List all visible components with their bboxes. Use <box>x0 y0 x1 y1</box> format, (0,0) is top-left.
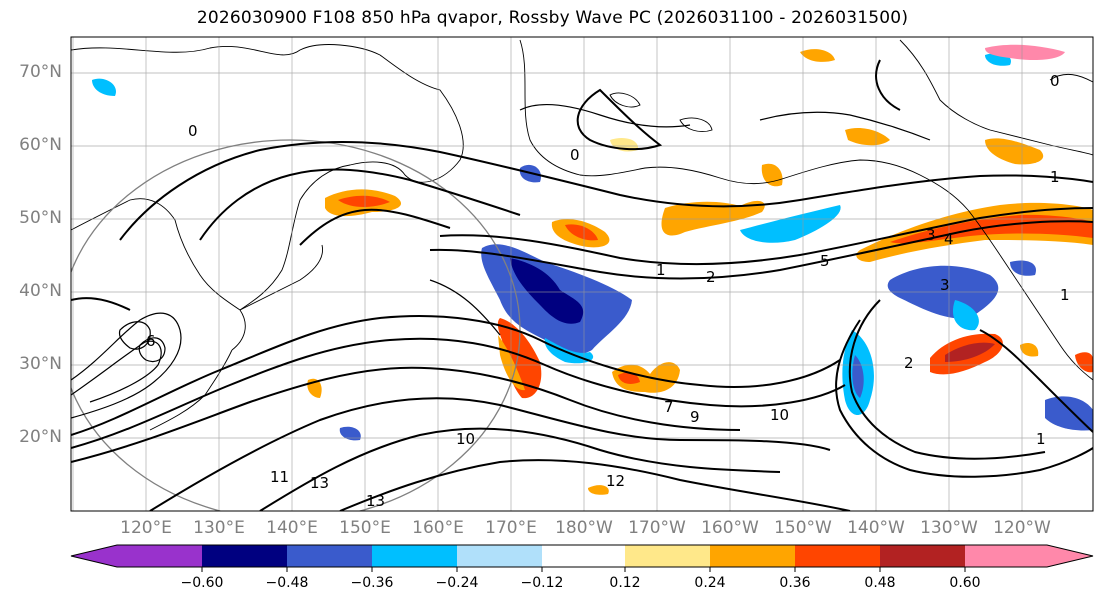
lon-label: 160°E <box>412 518 464 538</box>
chart-title: 2026030900 F108 850 hPa qvapor, Rossby W… <box>196 8 909 28</box>
contour-lines-thin <box>71 103 931 419</box>
negative-anomaly-east-edge <box>952 300 979 331</box>
positive-anomaly-north <box>800 49 835 62</box>
positive-anomaly-east30-core <box>945 342 995 362</box>
colorbar-bin <box>117 545 202 567</box>
colorbar-tick-label: 0.12 <box>609 575 641 591</box>
contour-label: 10 <box>456 430 475 448</box>
colorbar-over <box>1047 545 1093 567</box>
lat-label: 60°N <box>19 135 62 155</box>
colorbar-tick-label: 0.48 <box>864 575 896 591</box>
colorbar <box>70 544 1094 572</box>
contour-lines <box>71 59 1093 511</box>
colorbar-bin <box>965 545 1047 567</box>
contour-label: 2 <box>706 268 716 286</box>
colorbar-bin <box>880 545 965 567</box>
colorbar-tick-label: −0.12 <box>520 575 564 591</box>
contour-label: 3 <box>940 276 950 294</box>
colorbar-bin <box>372 545 457 567</box>
colorbar-bin <box>457 545 542 567</box>
colorbar-bin <box>542 545 625 567</box>
negative-anomaly-pacific <box>740 205 841 243</box>
contour-label: 7 <box>664 398 674 416</box>
colorbar-tick-label: −0.60 <box>180 575 224 591</box>
lon-label: 120°W <box>993 518 1051 538</box>
lat-label: 30°N <box>19 354 62 374</box>
positive-anomaly-gulf2 <box>845 128 890 146</box>
lat-label: 40°N <box>19 281 62 301</box>
colorbar-tick-label: −0.36 <box>350 575 394 591</box>
contour-label: 4 <box>944 230 954 248</box>
contour-label: 13 <box>366 492 385 510</box>
negative-anomaly-south-core <box>852 355 864 398</box>
contour-label: 5 <box>820 252 830 270</box>
contour-label: 13 <box>310 474 329 492</box>
contour-label: 12 <box>606 472 625 490</box>
colorbar-outline <box>70 544 1094 568</box>
positive-anomaly-midpac <box>661 200 765 236</box>
contour-label: 1 <box>656 261 666 279</box>
contour-label: 0 <box>188 122 198 140</box>
contour-label-group: 0 0 0 1 1 1 2 2 3 3 4 5 6 7 9 10 10 11 1… <box>146 72 1070 510</box>
contour-label: 1 <box>1036 430 1046 448</box>
contour-label: 2 <box>904 354 914 372</box>
lon-label: 130°W <box>920 518 978 538</box>
positive-anomaly-ne <box>985 44 1065 60</box>
negative-anomaly-nw <box>92 78 116 96</box>
positive-anomaly-590 <box>588 485 609 495</box>
positive-anomaly-1080 <box>1075 352 1093 373</box>
colorbar-bin <box>625 545 710 567</box>
lon-label: 120°E <box>120 518 172 538</box>
contour-label: 3 <box>926 226 936 244</box>
contour-label: 1 <box>1060 286 1070 304</box>
colorbar-bin <box>710 545 795 567</box>
colorbar-bin <box>287 545 372 567</box>
lon-label: 160°W <box>701 518 759 538</box>
positive-anomaly-bering-core <box>565 224 598 241</box>
map-frame <box>70 36 1094 512</box>
lon-label: 140°W <box>847 518 905 538</box>
lon-label: 170°E <box>485 518 537 538</box>
lon-label: 170°W <box>628 518 686 538</box>
contour-label: 10 <box>770 406 789 424</box>
colorbar-under <box>71 545 117 567</box>
lon-label: 140°E <box>266 518 318 538</box>
colorbar-tick-label: −0.24 <box>435 575 479 591</box>
positive-anomaly-1000r <box>1020 343 1039 357</box>
positive-anomaly-subtrop-core <box>618 372 640 384</box>
negative-anomaly-japan <box>339 426 361 441</box>
colorbar-tick-label: 0.24 <box>694 575 726 591</box>
graticule <box>71 37 1093 511</box>
lat-label: 50°N <box>19 208 62 228</box>
wave-packet-circle <box>71 139 521 511</box>
contour-label: 0 <box>1050 72 1060 90</box>
lat-label: 20°N <box>19 427 62 447</box>
contour-label: 0 <box>570 146 580 164</box>
lat-label: 70°N <box>19 62 62 82</box>
negative-anomaly-se <box>1045 396 1093 431</box>
lon-label: 150°E <box>339 518 391 538</box>
contour-label: 9 <box>690 408 700 426</box>
negative-anomaly-core <box>510 258 584 324</box>
colorbar-tick-label: 0.36 <box>779 575 811 591</box>
positive-anomaly-gulf <box>985 138 1044 165</box>
contour-label: 11 <box>270 468 289 486</box>
colorbar-tick-label: −0.48 <box>265 575 309 591</box>
colorbar-tick-label: 0.60 <box>949 575 981 591</box>
negative-anomaly-1035 <box>1010 260 1036 276</box>
lon-label: 180°W <box>555 518 613 538</box>
positive-anomaly-dateline <box>497 318 542 399</box>
colorbar-bin <box>202 545 287 567</box>
lon-label: 130°E <box>193 518 245 538</box>
contour-label: 6 <box>146 332 156 350</box>
colorbar-bin <box>795 545 880 567</box>
lon-label: 150°W <box>774 518 832 538</box>
contour-label: 1 <box>1050 168 1060 186</box>
positive-anomaly-dateline-edge <box>498 335 525 391</box>
positive-anomaly-kurile-core <box>338 195 390 207</box>
